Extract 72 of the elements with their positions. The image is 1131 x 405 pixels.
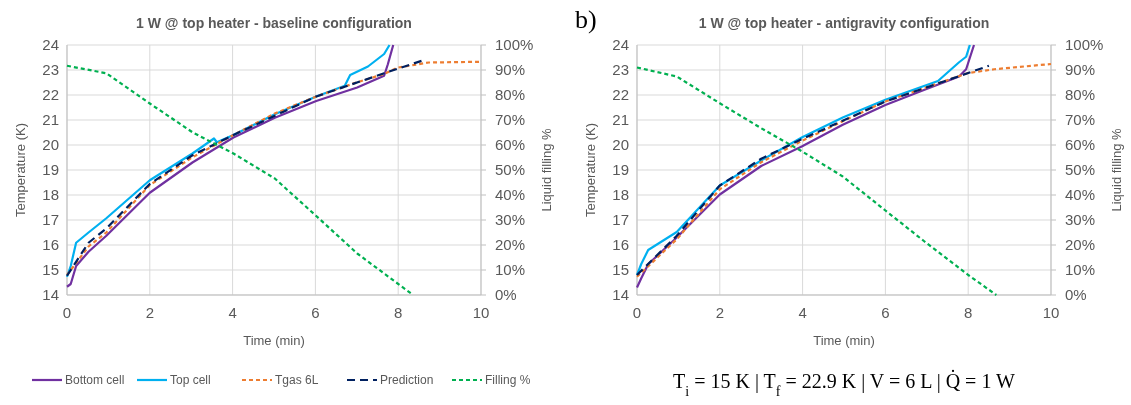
y-tick-label: 14: [612, 286, 629, 304]
x-tick-label: 6: [311, 304, 320, 321]
legend-label: Tgas 6L: [275, 373, 319, 388]
legend-label: Top cell: [170, 373, 211, 388]
x-tick-label: 2: [145, 304, 154, 321]
y2-tick-label: 10%: [495, 261, 526, 279]
x-tick-label: 8: [394, 304, 403, 321]
y2-tick-label: 100%: [495, 36, 534, 54]
y2-tick-label: 90%: [495, 61, 526, 79]
y-tick-label: 24: [612, 36, 629, 54]
text: b): [575, 5, 597, 34]
y2-tick-label: 30%: [495, 211, 526, 229]
y-tick-label: 23: [612, 61, 629, 79]
y-tick-label: 16: [612, 236, 629, 254]
x-tick-label: 0: [632, 304, 642, 321]
x-tick-label: 4: [228, 304, 237, 321]
y-tick-label: 15: [42, 261, 59, 279]
y-tick-label: 20: [42, 136, 59, 154]
y2-tick-label: 10%: [1065, 261, 1096, 279]
y-tick-label: 18: [42, 186, 59, 204]
y2-tick-label: 70%: [495, 111, 526, 129]
y-tick-label: 18: [612, 186, 629, 204]
y2-tick-label: 50%: [495, 161, 526, 179]
y-tick-label: 21: [42, 111, 59, 129]
y-tick-label: 17: [612, 211, 629, 229]
chart-title: 1 W @ top heater - antigravity configuration: [698, 15, 990, 31]
y2-tick-label: 30%: [1065, 211, 1096, 229]
y-tick-label: 15: [612, 261, 629, 279]
y-tick-label: 17: [42, 211, 59, 229]
line-series: [635, 62, 1053, 278]
y-axis-title: Temperature (K): [583, 123, 598, 217]
x-tick-label: 10: [472, 304, 490, 321]
y2-axis-title: Liquid filling %: [1109, 128, 1124, 212]
y-tick-label: 16: [42, 236, 59, 254]
y2-tick-label: 50%: [1065, 161, 1096, 179]
y2-tick-label: 100%: [1065, 36, 1104, 54]
x-tick-label: 2: [715, 304, 724, 321]
x-tick-label: 4: [798, 304, 807, 321]
y2-tick-label: 80%: [495, 86, 526, 104]
y2-tick-label: 60%: [1065, 136, 1096, 154]
legend-label: Bottom cell: [65, 373, 125, 388]
y2-tick-label: 20%: [495, 236, 526, 254]
text: T$_{i}$ = 15 K | T$_{f}$ = 22.9 K | V = 6 L | Q̇ = 1 W: [673, 369, 1016, 399]
y2-tick-label: 40%: [495, 186, 526, 204]
x-tick-label: 6: [881, 304, 890, 321]
y2-axis-title: Liquid filling %: [539, 128, 554, 212]
legend-label: Filling %: [485, 373, 531, 388]
y2-tick-label: 60%: [495, 136, 526, 154]
y2-tick-label: 90%: [1065, 61, 1096, 79]
y-tick-label: 19: [612, 161, 629, 179]
legend-label: Prediction: [380, 373, 434, 388]
y2-tick-label: 80%: [1065, 86, 1096, 104]
y2-tick-label: 40%: [1065, 186, 1096, 204]
x-tick-label: 0: [62, 304, 72, 321]
y-tick-label: 22: [612, 86, 629, 104]
y-tick-label: 20: [612, 136, 629, 154]
y-tick-label: 24: [42, 36, 59, 54]
y2-tick-label: 20%: [1065, 236, 1096, 254]
y2-tick-label: 0%: [1065, 286, 1087, 304]
x-tick-label: 8: [964, 304, 973, 321]
x-axis-title: Time (min): [813, 333, 875, 348]
y-tick-label: 23: [42, 61, 59, 79]
y-tick-label: 19: [42, 161, 59, 179]
y2-tick-label: 70%: [1065, 111, 1096, 129]
x-tick-label: 10: [1042, 304, 1060, 321]
y2-tick-label: 0%: [495, 286, 517, 304]
y-tick-label: 14: [42, 286, 59, 304]
x-axis-title: Time (min): [243, 333, 305, 348]
y-tick-label: 22: [42, 86, 59, 104]
y-tick-label: 21: [612, 111, 629, 129]
chart-title: 1 W @ top heater - baseline configuration: [136, 15, 412, 31]
y-axis-title: Temperature (K): [13, 123, 28, 217]
